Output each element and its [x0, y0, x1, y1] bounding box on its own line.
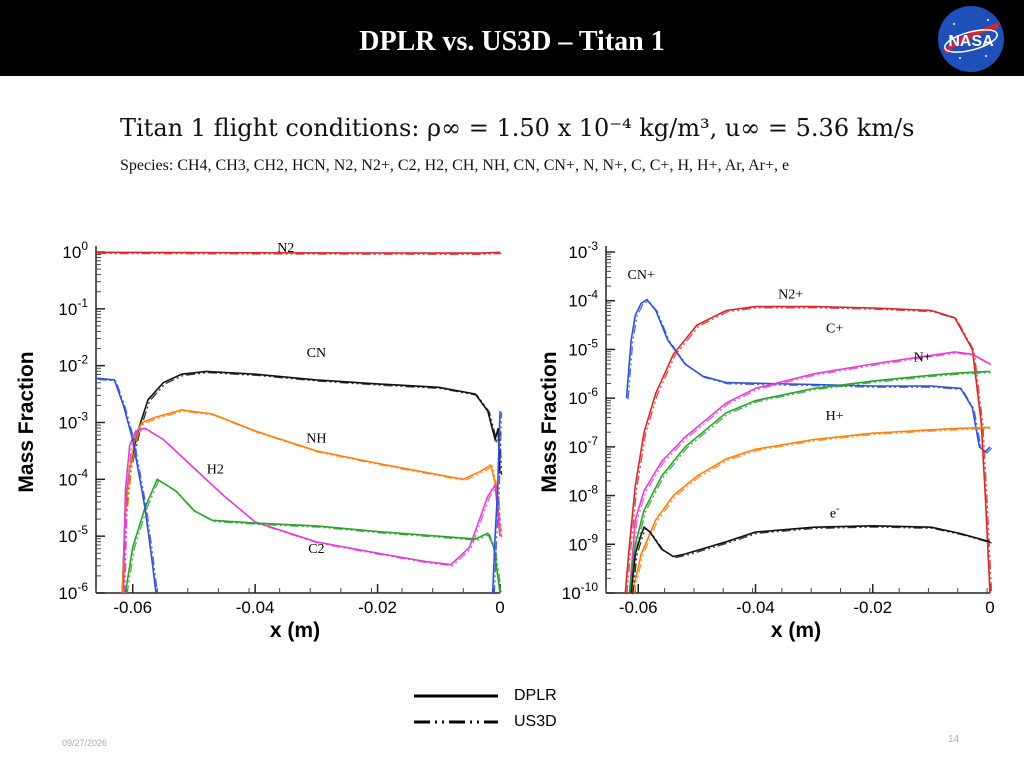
y-tick-label: 10-10 — [562, 580, 599, 603]
y-tick-label: 10-1 — [58, 296, 88, 319]
series-line-us3d-unlabeled — [97, 378, 159, 595]
flight-conditions-text: Titan 1 flight conditions: ρ∞ = 1.50 x 1… — [120, 114, 915, 142]
x-tick-label: -0.04 — [736, 598, 775, 617]
y-tick-label: 10-6 — [568, 385, 598, 408]
x-tick-label: -0.04 — [236, 598, 275, 617]
x-tick-label: -0.06 — [619, 598, 658, 617]
nasa-logo-icon: NASA — [938, 6, 1004, 72]
series-line-us3d-c2 — [126, 479, 503, 595]
series-line-us3d-n2- — [626, 307, 993, 595]
series-line-dplr-unlabeled — [491, 411, 501, 594]
series-label-cn: CN — [307, 346, 326, 361]
series-line-dplr-n2 — [95, 251, 501, 254]
x-axis-title: x (m) — [270, 619, 320, 642]
y-tick-label: 10-6 — [58, 580, 88, 603]
species-list-text: Species: CH4, CH3, CH2, HCN, N2, N2+, C2… — [120, 157, 790, 174]
series-line-dplr-n2- — [624, 305, 991, 594]
series-label-n2: N2 — [277, 241, 294, 256]
series-line-us3d-n- — [630, 371, 992, 595]
series-label-h-: H+ — [826, 409, 844, 424]
y-tick-label: 10-2 — [58, 353, 88, 376]
y-axis-title: Mass Fraction — [538, 351, 561, 492]
page-number: 14 — [948, 734, 960, 745]
series-label-n-: N+ — [914, 351, 932, 366]
svg-text:NASA: NASA — [948, 33, 994, 50]
series-label-c2: C2 — [308, 542, 324, 557]
series-line-dplr-e — [630, 524, 991, 594]
series-line-us3d-cn- — [627, 300, 993, 454]
series-line-dplr-h- — [631, 426, 991, 594]
y-tick-label: 10-8 — [568, 483, 598, 506]
y-tick-label: 10-5 — [568, 336, 598, 359]
x-tick-label: -0.06 — [113, 598, 152, 617]
y-tick-label: 10-7 — [568, 434, 598, 457]
series-line-dplr-unlabeled — [95, 377, 157, 594]
series-line-us3d-h2 — [124, 428, 503, 595]
series-label-c-: C+ — [826, 321, 843, 336]
y-tick-label: 10-5 — [58, 523, 88, 546]
y-axis-title: Mass Fraction — [15, 351, 38, 492]
series-line-us3d-cn — [123, 371, 503, 595]
x-axis-title: x (m) — [771, 619, 821, 642]
legend: DPLR US3D — [410, 686, 610, 736]
footer-date: 09/27/2026 — [62, 738, 108, 748]
series-label-cn-: CN+ — [628, 268, 655, 283]
series-label-nh: NH — [306, 431, 326, 446]
series-line-us3d-h- — [633, 427, 992, 595]
series-line-us3d-unlabeled — [493, 412, 503, 595]
y-tick-label: 10-9 — [568, 531, 598, 554]
x-tick-label: 0 — [985, 598, 994, 617]
series-line-dplr-h2 — [122, 427, 501, 594]
y-tick-label: 10-3 — [58, 410, 88, 433]
series-line-dplr-c2 — [124, 478, 501, 594]
series-label-n2-: N2+ — [778, 287, 803, 302]
y-tick-label: 10-3 — [568, 239, 598, 262]
series-line-us3d-nh — [123, 410, 503, 595]
series-label-e: e- — [830, 503, 840, 521]
legend-label-dplr: DPLR — [514, 687, 557, 704]
series-line-dplr-c- — [628, 351, 991, 594]
y-tick-label: 10-4 — [568, 288, 598, 311]
x-tick-label: -0.02 — [853, 598, 892, 617]
x-tick-label: -0.02 — [358, 598, 397, 617]
legend-label-us3d: US3D — [514, 713, 557, 730]
y-tick-label: 100 — [62, 239, 88, 262]
series-line-dplr-cn- — [625, 298, 991, 453]
series-line-us3d-c- — [630, 352, 992, 595]
series-line-us3d-e — [632, 526, 992, 595]
header-bar — [0, 0, 1024, 76]
y-tick-label: 10-4 — [58, 466, 88, 489]
page-title: DPLR vs. US3D – Titan 1 — [359, 26, 665, 57]
series-line-dplr-n- — [628, 370, 991, 594]
series-line-dplr-nh — [121, 409, 501, 594]
series-label-h2: H2 — [207, 463, 224, 478]
series-line-dplr-cn — [121, 370, 501, 594]
x-tick-label: 0 — [495, 598, 504, 617]
series-line-us3d-n2 — [97, 252, 502, 255]
